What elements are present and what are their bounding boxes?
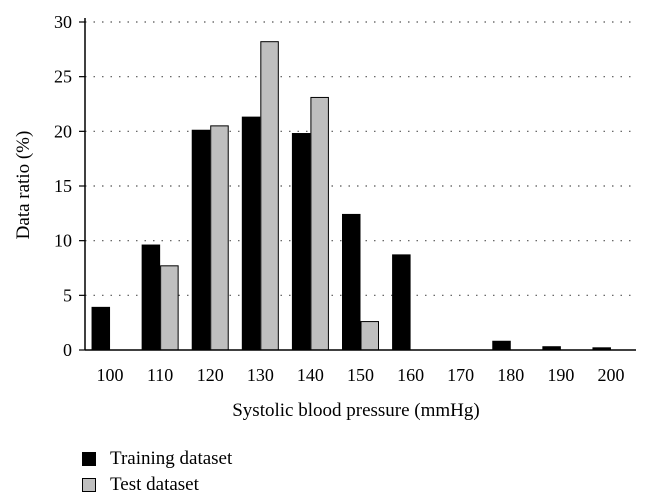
y-axis-label: Data ratio (%) xyxy=(13,131,34,240)
bar-chart: 0 5 10 15 20 25 30 100 110 120 130 140 150 160 170 180… xyxy=(13,12,636,421)
x-tick-label: 160 xyxy=(397,365,424,385)
bar-test-110 xyxy=(160,265,179,351)
legend-item-training: Training dataset xyxy=(82,446,232,472)
y-tick-label: 25 xyxy=(54,67,72,87)
bar-training-150 xyxy=(342,213,361,351)
legend-label-training: Training dataset xyxy=(110,448,233,469)
x-tick-label: 180 xyxy=(497,365,524,385)
axes xyxy=(79,18,636,351)
legend: Training dataset Test dataset xyxy=(82,446,232,498)
x-axis-label: Systolic blood pressure (mmHg) xyxy=(232,400,480,421)
bar-test-130 xyxy=(260,41,279,351)
x-tick-label: 150 xyxy=(347,365,374,385)
y-tick-labels: 0 5 10 15 20 25 30 xyxy=(54,12,72,360)
x-tick-label: 140 xyxy=(297,365,324,385)
y-tick-label: 5 xyxy=(63,285,72,305)
x-tick-label: 110 xyxy=(147,365,173,385)
y-tick-label: 0 xyxy=(63,340,72,360)
x-tick-label: 130 xyxy=(247,365,274,385)
grid-lines xyxy=(85,21,636,296)
bar-training-100 xyxy=(91,306,111,351)
legend-swatch-training xyxy=(82,452,96,466)
x-tick-label: 200 xyxy=(597,365,624,385)
legend-label-test: Test dataset xyxy=(110,474,199,495)
bar-test-120 xyxy=(210,125,229,351)
bar-training-180 xyxy=(492,340,511,351)
legend-item-test: Test dataset xyxy=(82,472,232,498)
legend-swatch-test xyxy=(82,478,96,492)
bar-training-130 xyxy=(241,116,261,351)
bar-training-140 xyxy=(291,133,311,351)
bars xyxy=(91,41,611,351)
y-tick-label: 30 xyxy=(54,12,72,32)
bar-training-110 xyxy=(141,244,161,351)
x-tick-label: 100 xyxy=(97,365,124,385)
bar-training-120 xyxy=(191,129,211,351)
x-tick-label: 120 xyxy=(197,365,224,385)
bar-test-150 xyxy=(360,321,379,351)
bar-test-140 xyxy=(310,96,329,351)
y-tick-label: 15 xyxy=(54,176,72,196)
bar-training-160 xyxy=(392,254,411,351)
x-tick-label: 190 xyxy=(547,365,574,385)
x-tick-label: 170 xyxy=(447,365,474,385)
x-tick-labels: 100 110 120 130 140 150 160 170 180 190 200 xyxy=(97,365,625,385)
y-tick-label: 10 xyxy=(54,231,72,251)
y-tick-label: 20 xyxy=(54,121,72,141)
